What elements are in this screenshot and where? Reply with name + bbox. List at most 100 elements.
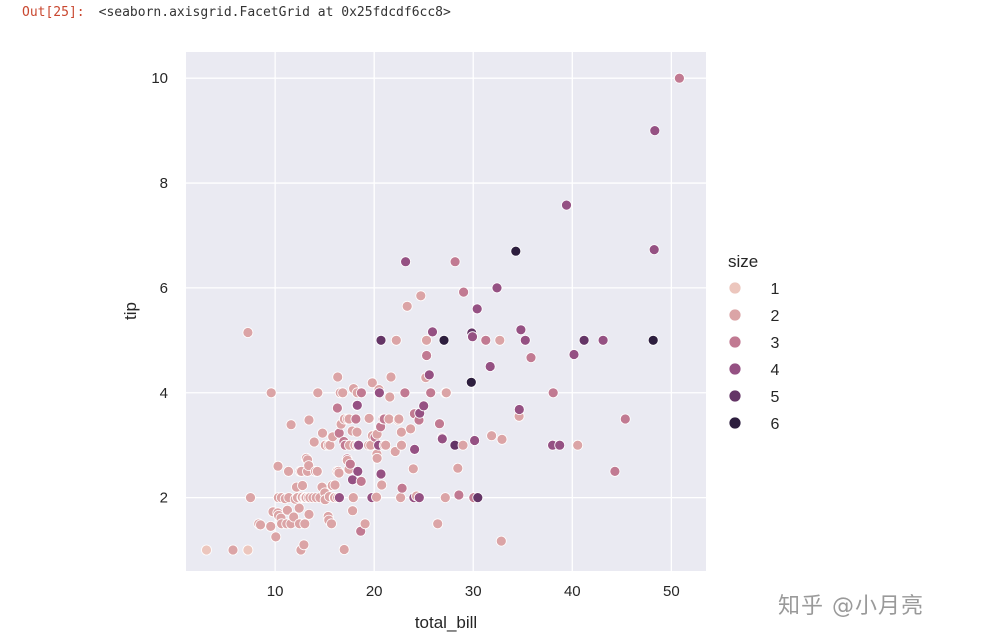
data-point	[363, 412, 375, 424]
data-point	[619, 413, 631, 425]
legend-marker	[728, 362, 742, 376]
data-point	[438, 334, 450, 346]
legend: size 1 2 3 4 5 6	[728, 252, 780, 433]
x-tick-label: 10	[267, 583, 284, 600]
data-point	[333, 467, 345, 479]
data-point	[449, 256, 461, 268]
data-point	[329, 479, 341, 491]
data-point	[308, 436, 320, 448]
data-point	[393, 413, 405, 425]
data-point	[245, 492, 256, 504]
data-point	[311, 465, 323, 477]
data-point	[366, 377, 378, 389]
data-point	[413, 492, 425, 504]
y-tick-label: 8	[160, 175, 168, 192]
data-point	[317, 427, 328, 439]
data-point	[395, 492, 407, 504]
data-point	[331, 402, 343, 414]
output-repr: <seaborn.axisgrid.FacetGrid at 0x25fdcdf…	[98, 5, 451, 20]
legend-label: 3	[771, 335, 780, 352]
x-tick-label: 50	[663, 583, 680, 600]
data-point	[401, 300, 413, 312]
data-point	[352, 465, 364, 477]
data-point	[480, 334, 492, 346]
data-point	[513, 404, 525, 415]
data-point	[272, 460, 284, 472]
data-point	[554, 439, 566, 451]
data-point	[415, 290, 427, 302]
data-point	[515, 324, 527, 336]
data-point	[355, 387, 367, 399]
data-point	[407, 463, 419, 475]
data-point	[609, 465, 621, 477]
data-point	[423, 369, 435, 381]
data-point	[495, 535, 507, 547]
data-point	[326, 518, 337, 530]
data-point	[270, 531, 282, 543]
data-point	[359, 518, 371, 530]
legend-label: 4	[771, 362, 780, 379]
output-line: Out[25]: <seaborn.axisgrid.FacetGrid at 0…	[22, 5, 451, 20]
data-point	[351, 399, 363, 411]
data-point	[491, 282, 503, 294]
data-point	[390, 334, 402, 346]
data-point	[453, 489, 465, 501]
data-point	[293, 502, 305, 514]
data-point	[384, 391, 396, 403]
y-tick-label: 10	[151, 70, 168, 87]
output-prompt: Out[25]:	[22, 5, 85, 20]
x-axis-label: total_bill	[415, 613, 477, 632]
legend-marker	[728, 281, 742, 295]
legend-items: 1 2 3 4 5 6	[728, 281, 780, 433]
data-point	[547, 387, 559, 399]
legend-marker	[728, 416, 742, 430]
data-point	[338, 544, 350, 555]
data-point	[418, 400, 430, 412]
data-point	[421, 334, 432, 346]
legend-title: size	[728, 252, 758, 271]
data-point	[439, 492, 451, 504]
data-point	[347, 505, 359, 517]
data-point	[344, 458, 356, 470]
data-point	[281, 504, 293, 516]
data-point	[333, 492, 345, 504]
data-point	[519, 334, 531, 346]
legend-marker	[728, 389, 742, 403]
data-point	[425, 387, 437, 399]
data-point	[373, 387, 385, 399]
data-point	[649, 125, 661, 137]
data-point	[395, 426, 407, 438]
y-tick-label: 2	[160, 490, 168, 507]
data-point	[396, 439, 407, 451]
data-point	[458, 286, 470, 298]
data-point	[434, 418, 445, 430]
data-point	[578, 334, 590, 346]
data-point	[265, 387, 277, 399]
data-point	[351, 426, 363, 438]
data-point	[471, 303, 483, 315]
data-point	[484, 361, 496, 372]
data-point	[510, 245, 522, 257]
data-point	[298, 539, 310, 551]
data-point	[227, 544, 239, 556]
data-point	[648, 244, 660, 256]
legend-label: 6	[771, 416, 780, 433]
data-point	[375, 334, 387, 346]
data-point	[242, 544, 254, 556]
legend-marker	[728, 308, 742, 322]
data-point	[399, 387, 411, 399]
x-tick-label: 20	[366, 583, 383, 600]
legend-label: 1	[771, 281, 780, 298]
legend-label: 2	[771, 308, 780, 325]
data-point	[283, 465, 294, 477]
y-tick-label: 6	[160, 280, 168, 297]
data-point	[494, 334, 506, 346]
data-point	[376, 479, 388, 491]
data-point	[355, 475, 367, 487]
data-point	[265, 521, 277, 532]
data-point	[467, 331, 478, 343]
data-point	[421, 350, 433, 361]
data-point	[371, 491, 382, 503]
data-point	[312, 387, 324, 399]
